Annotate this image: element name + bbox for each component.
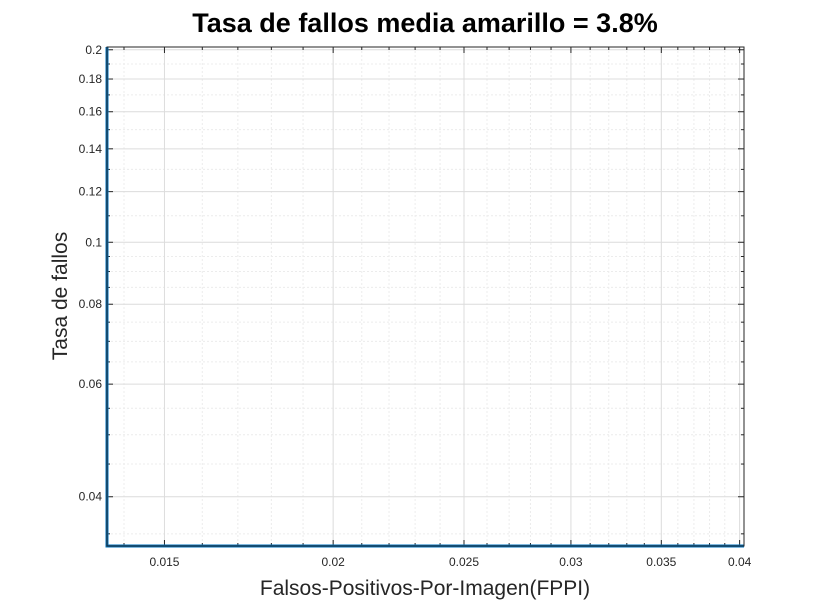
y-tick-label: 0.12 [79,185,103,199]
minor-grid [107,47,744,546]
x-tick-label: 0.015 [149,555,179,569]
y-tick-label: 0.08 [79,297,103,311]
x-tick-label: 0.04 [728,555,752,569]
x-tick-labels: 0.015 0.02 0.025 0.03 0.035 0.04 [149,555,751,569]
y-tick-label: 0.06 [79,377,103,391]
x-tick-label: 0.035 [646,555,676,569]
x-tick-label: 0.02 [321,555,345,569]
y-tick-label: 0.2 [85,43,102,57]
y-axis-label: Tasa de fallos [49,232,72,360]
y-tick-label: 0.18 [79,72,103,86]
x-tick-label: 0.03 [559,555,583,569]
y-tick-label: 0.14 [79,142,103,156]
y-tick-labels: 0.04 0.06 0.08 0.1 0.12 0.14 0.16 0.18 0.2 [79,43,103,504]
y-tick-label: 0.04 [79,490,103,504]
chart-title: Tasa de fallos media amarillo = 3.8% [192,8,657,38]
plot-frame [106,46,745,547]
y-tick-label: 0.1 [85,235,102,249]
major-grid [107,47,744,546]
y-tick-label: 0.16 [79,105,103,119]
x-tick-label: 0.025 [449,555,479,569]
x-axis-label: Falsos-Positivos-Por-Imagen(FPPI) [260,577,590,600]
